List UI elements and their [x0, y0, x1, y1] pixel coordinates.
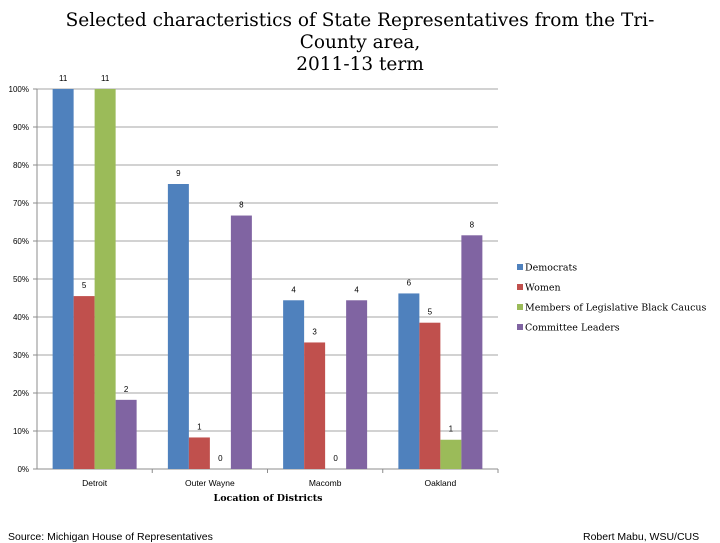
- data-label: 6: [407, 278, 412, 287]
- data-label: 11: [101, 74, 110, 83]
- chart-title: Selected characteristics of State Repres…: [60, 10, 660, 76]
- bar-democrats-detroit: [52, 89, 74, 469]
- chart-title-line-2: County area,: [299, 32, 421, 53]
- bar-committee-leaders-detroit: [115, 399, 137, 469]
- x-axis-ticks: Detroit Outer Wayne Macomb Oakland: [82, 478, 456, 488]
- y-tick-label: 20%: [13, 389, 29, 398]
- credit-note: Robert Mabu, WSU/CUS: [583, 531, 700, 543]
- data-label: 8: [470, 220, 475, 229]
- legend-swatch: [517, 264, 523, 270]
- data-label: 1: [197, 422, 202, 431]
- bar-democrats-outer-wayne: [167, 184, 189, 469]
- y-tick-label: 70%: [13, 199, 29, 208]
- data-label: 0: [333, 454, 338, 463]
- x-tick-label: Outer Wayne: [185, 478, 235, 488]
- data-label: 2: [124, 385, 129, 394]
- data-label: 8: [239, 201, 244, 210]
- data-label: 3: [312, 327, 317, 336]
- y-tick-label: 100%: [9, 85, 29, 94]
- bar-members-of-legislative-black-caucus-oakland: [440, 439, 462, 469]
- legend: Democrats Women Members of Legislative Bla…: [517, 263, 707, 334]
- bar-democrats-macomb: [283, 300, 305, 469]
- x-tick-label: Oakland: [425, 478, 457, 488]
- y-tick-label: 50%: [13, 275, 29, 284]
- source-note: Source: Michigan House of Representative…: [8, 531, 213, 543]
- bar-committee-leaders-outer-wayne: [230, 215, 252, 469]
- data-label: 4: [354, 285, 359, 294]
- y-tick-label: 10%: [13, 427, 29, 436]
- data-label: 5: [82, 281, 87, 290]
- bar-members-of-legislative-black-caucus-detroit: [94, 89, 116, 469]
- legend-label: Committee Leaders: [525, 323, 620, 334]
- bar-women-outer-wayne: [188, 437, 210, 469]
- data-label: 0: [218, 454, 223, 463]
- bar-women-macomb: [304, 342, 326, 469]
- y-axis-ticks: 0% 10% 20% 30% 40% 50% 60% 70% 80% 90% 100%: [9, 85, 29, 474]
- data-label: 4: [291, 285, 296, 294]
- chart-title-line-3: 2011-13 term: [296, 54, 424, 75]
- y-tick-label: 60%: [13, 237, 29, 246]
- bar-chart: 0%10%20%30%40%50%60%70%80%90%100% 115112…: [9, 74, 707, 504]
- bar-women-oakland: [419, 322, 441, 469]
- bars: [52, 89, 483, 469]
- bar-committee-leaders-macomb: [346, 300, 368, 469]
- data-label: 9: [176, 169, 181, 178]
- data-label: 5: [428, 308, 433, 317]
- chart-title-line-1: Selected characteristics of State Repres…: [65, 10, 655, 31]
- bar-women-detroit: [73, 296, 95, 469]
- y-tick-label: 90%: [13, 123, 29, 132]
- bar-democrats-oakland: [398, 293, 420, 469]
- y-tick-label: 80%: [13, 161, 29, 170]
- legend-swatch: [517, 304, 523, 310]
- x-tick-label: Macomb: [309, 478, 342, 488]
- x-axis-title: Location of Districts: [214, 493, 323, 504]
- y-tick-label: 30%: [13, 351, 29, 360]
- legend-label: Members of Legislative Black Caucus: [525, 303, 707, 314]
- legend-swatch: [517, 284, 523, 290]
- data-labels: 11 5 11 2 9 1 0 8 4 3 0 4 6 5 1 8: [59, 74, 475, 463]
- data-label: 11: [59, 74, 68, 83]
- data-label: 1: [449, 425, 454, 434]
- bar-committee-leaders-oakland: [461, 235, 483, 469]
- legend-swatch: [517, 324, 523, 330]
- legend-label: Women: [525, 283, 561, 294]
- y-tick-label: 0%: [17, 465, 29, 474]
- x-tick-label: Detroit: [82, 478, 108, 488]
- y-tick-label: 40%: [13, 313, 29, 322]
- legend-label: Democrats: [525, 263, 577, 274]
